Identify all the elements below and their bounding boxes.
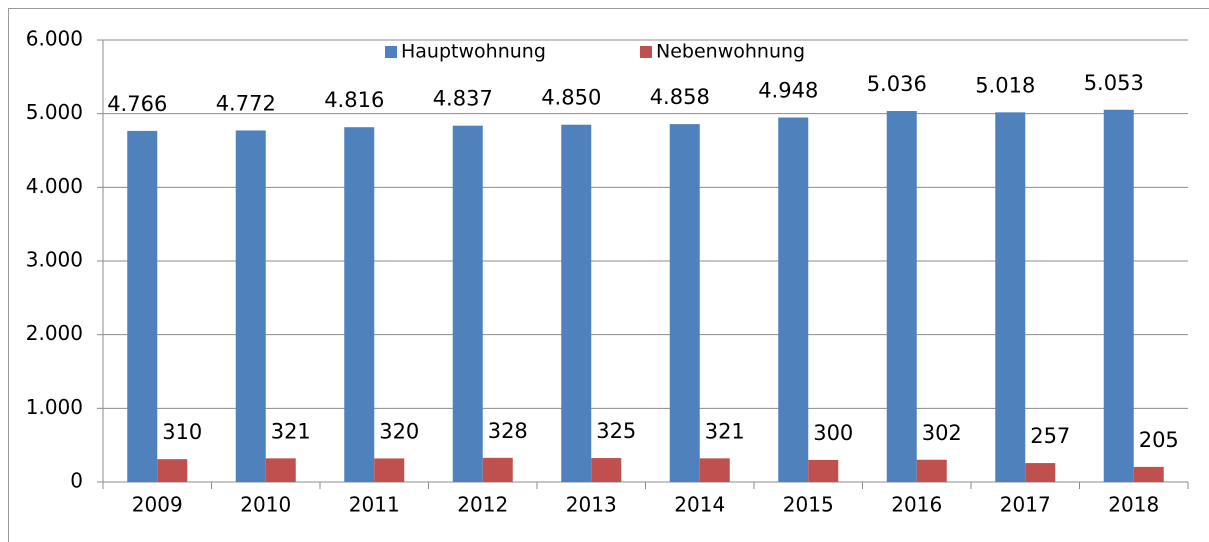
value-label: 325 bbox=[596, 419, 636, 443]
value-label: 4.850 bbox=[541, 86, 601, 110]
bar bbox=[265, 458, 296, 482]
x-tick-label: 2009 bbox=[132, 493, 183, 517]
value-label: 310 bbox=[162, 420, 202, 444]
bar bbox=[482, 457, 513, 482]
bar bbox=[886, 111, 917, 483]
legend-swatch bbox=[640, 46, 652, 58]
value-label: 205 bbox=[1139, 428, 1179, 452]
bar bbox=[699, 458, 730, 482]
x-tick-label: 2011 bbox=[349, 493, 400, 517]
value-label: 4.772 bbox=[216, 91, 276, 115]
value-label: 5.018 bbox=[975, 73, 1035, 97]
bar bbox=[235, 130, 266, 483]
legend-label: Nebenwohnung bbox=[656, 41, 805, 63]
x-tick-label: 2010 bbox=[240, 493, 291, 517]
x-tick-label: 2015 bbox=[783, 493, 834, 517]
y-tick-label: 1.000 bbox=[26, 395, 83, 419]
value-label: 321 bbox=[705, 419, 745, 443]
bar bbox=[916, 459, 947, 482]
value-label: 257 bbox=[1030, 424, 1070, 448]
x-tick-label: 2012 bbox=[457, 493, 508, 517]
value-label: 4.766 bbox=[107, 92, 167, 116]
y-tick-label: 4.000 bbox=[26, 174, 83, 198]
y-tick-label: 2.000 bbox=[26, 321, 83, 345]
bar bbox=[808, 459, 839, 482]
bar bbox=[1103, 109, 1134, 483]
value-label: 320 bbox=[379, 419, 419, 443]
value-label: 4.858 bbox=[650, 85, 710, 109]
value-label: 302 bbox=[922, 421, 962, 445]
value-label: 5.053 bbox=[1084, 71, 1144, 95]
y-tick-label: 3.000 bbox=[26, 248, 83, 272]
bar bbox=[778, 117, 809, 483]
legend-swatch bbox=[385, 46, 397, 58]
y-tick-label: 6.000 bbox=[26, 27, 83, 51]
chart-border bbox=[8, 8, 1209, 542]
bar bbox=[591, 458, 622, 482]
bar bbox=[374, 458, 405, 482]
bar bbox=[452, 125, 483, 483]
bar bbox=[669, 124, 700, 483]
bar bbox=[127, 130, 158, 482]
legend-label: Hauptwohnung bbox=[401, 41, 546, 63]
value-label: 300 bbox=[813, 421, 853, 445]
y-tick-label: 0 bbox=[70, 469, 83, 493]
bar bbox=[344, 127, 375, 482]
bar bbox=[1025, 463, 1056, 482]
value-label: 321 bbox=[271, 419, 311, 443]
bar bbox=[157, 459, 188, 482]
value-label: 4.837 bbox=[433, 87, 493, 111]
bar bbox=[561, 124, 592, 482]
x-tick-label: 2013 bbox=[566, 493, 617, 517]
bar bbox=[995, 112, 1026, 482]
value-label: 4.948 bbox=[758, 78, 818, 102]
x-tick-label: 2014 bbox=[674, 493, 725, 517]
value-label: 4.816 bbox=[324, 88, 384, 112]
x-tick-label: 2018 bbox=[1108, 493, 1159, 517]
value-label: 5.036 bbox=[867, 72, 927, 96]
bar bbox=[1133, 466, 1164, 482]
y-tick-label: 5.000 bbox=[26, 100, 83, 124]
value-label: 328 bbox=[488, 419, 528, 443]
x-tick-label: 2017 bbox=[1000, 493, 1051, 517]
x-tick-label: 2016 bbox=[891, 493, 942, 517]
